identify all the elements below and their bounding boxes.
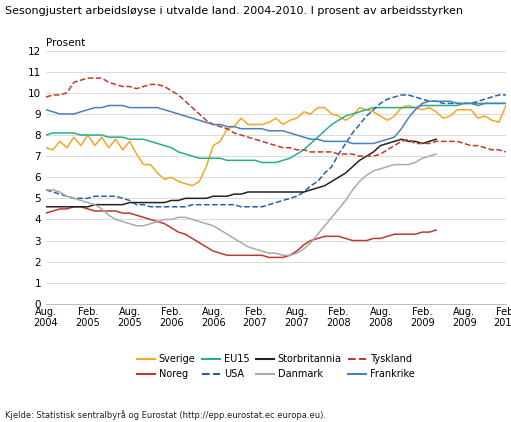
Frankrike bbox=[475, 103, 481, 108]
EU15 bbox=[503, 101, 509, 106]
Frankrike bbox=[426, 99, 432, 104]
Line: Tyskland: Tyskland bbox=[46, 78, 506, 156]
Danmark bbox=[57, 189, 63, 195]
Text: Prosent: Prosent bbox=[46, 38, 85, 48]
Storbritannia bbox=[315, 185, 321, 190]
Danmark bbox=[280, 253, 286, 258]
Sverige bbox=[238, 116, 244, 121]
Danmark bbox=[315, 232, 321, 237]
Storbritannia bbox=[210, 194, 216, 199]
Noreg bbox=[321, 234, 328, 239]
EU15 bbox=[252, 158, 258, 163]
Line: Noreg: Noreg bbox=[46, 207, 436, 257]
Tyskland bbox=[503, 149, 509, 154]
Noreg bbox=[57, 206, 63, 211]
Noreg bbox=[64, 206, 70, 211]
Sverige bbox=[405, 103, 411, 108]
USA bbox=[148, 204, 154, 209]
Tyskland bbox=[259, 139, 265, 144]
Danmark bbox=[321, 223, 328, 228]
Line: Danmark: Danmark bbox=[46, 154, 436, 255]
Noreg bbox=[154, 219, 160, 224]
Frankrike bbox=[78, 109, 84, 114]
Sverige bbox=[475, 116, 481, 121]
Tyskland bbox=[78, 78, 84, 83]
Frankrike bbox=[350, 141, 356, 146]
Storbritannia bbox=[148, 200, 154, 205]
Sverige bbox=[503, 103, 509, 108]
Frankrike bbox=[43, 107, 49, 112]
Legend: Sverige, Noreg, EU15, USA, Storbritannia, Danmark, Tyskland, Frankrike: Sverige, Noreg, EU15, USA, Storbritannia… bbox=[137, 354, 414, 379]
EU15 bbox=[231, 158, 237, 163]
Noreg bbox=[433, 227, 439, 233]
Frankrike bbox=[503, 101, 509, 106]
USA bbox=[398, 92, 404, 97]
Noreg bbox=[217, 251, 223, 256]
Storbritannia bbox=[57, 204, 63, 209]
Line: Sverige: Sverige bbox=[46, 106, 506, 186]
USA bbox=[405, 92, 411, 97]
Frankrike bbox=[252, 126, 258, 131]
USA bbox=[259, 204, 265, 209]
Sverige bbox=[99, 135, 105, 140]
Danmark bbox=[43, 187, 49, 192]
Text: Kjelde: Statistisk sentralbyrå og Eurostat (http://epp.eurostat.ec.europa.eu).: Kjelde: Statistisk sentralbyrå og Eurost… bbox=[5, 410, 326, 420]
Noreg bbox=[43, 211, 49, 216]
Sverige bbox=[259, 122, 265, 127]
USA bbox=[43, 187, 49, 192]
Storbritannia bbox=[433, 137, 439, 142]
Noreg bbox=[71, 204, 77, 209]
Tyskland bbox=[357, 154, 363, 159]
Sverige bbox=[398, 105, 404, 110]
Text: Sesongjustert arbeidsløyse i utvalde land. 2004-2010. I prosent av arbeidsstyrke: Sesongjustert arbeidsløyse i utvalde lan… bbox=[5, 6, 463, 16]
Danmark bbox=[433, 151, 439, 157]
Line: Storbritannia: Storbritannia bbox=[46, 139, 436, 207]
Danmark bbox=[148, 221, 154, 226]
USA bbox=[503, 92, 509, 97]
EU15 bbox=[259, 160, 265, 165]
EU15 bbox=[461, 101, 467, 106]
Line: EU15: EU15 bbox=[46, 103, 506, 162]
Sverige bbox=[78, 143, 84, 148]
EU15 bbox=[475, 101, 481, 106]
USA bbox=[475, 99, 481, 104]
Storbritannia bbox=[308, 187, 314, 192]
USA bbox=[238, 204, 244, 209]
Sverige bbox=[189, 183, 195, 188]
USA bbox=[78, 196, 84, 201]
Tyskland bbox=[43, 95, 49, 100]
EU15 bbox=[398, 105, 404, 110]
USA bbox=[99, 194, 105, 199]
Sverige bbox=[43, 145, 49, 150]
Storbritannia bbox=[64, 204, 70, 209]
Noreg bbox=[266, 255, 272, 260]
Frankrike bbox=[99, 105, 105, 110]
Danmark bbox=[210, 223, 216, 228]
Danmark bbox=[64, 194, 70, 199]
Tyskland bbox=[106, 80, 112, 85]
Storbritannia bbox=[398, 137, 404, 142]
Frankrike bbox=[231, 124, 237, 129]
Frankrike bbox=[398, 126, 404, 131]
Line: USA: USA bbox=[46, 95, 506, 207]
EU15 bbox=[43, 133, 49, 138]
Line: Frankrike: Frankrike bbox=[46, 101, 506, 143]
Tyskland bbox=[475, 143, 481, 148]
Tyskland bbox=[238, 133, 244, 138]
Tyskland bbox=[85, 76, 91, 81]
Storbritannia bbox=[43, 204, 49, 209]
EU15 bbox=[78, 133, 84, 138]
EU15 bbox=[99, 133, 105, 138]
Tyskland bbox=[405, 137, 411, 142]
Noreg bbox=[329, 234, 335, 239]
